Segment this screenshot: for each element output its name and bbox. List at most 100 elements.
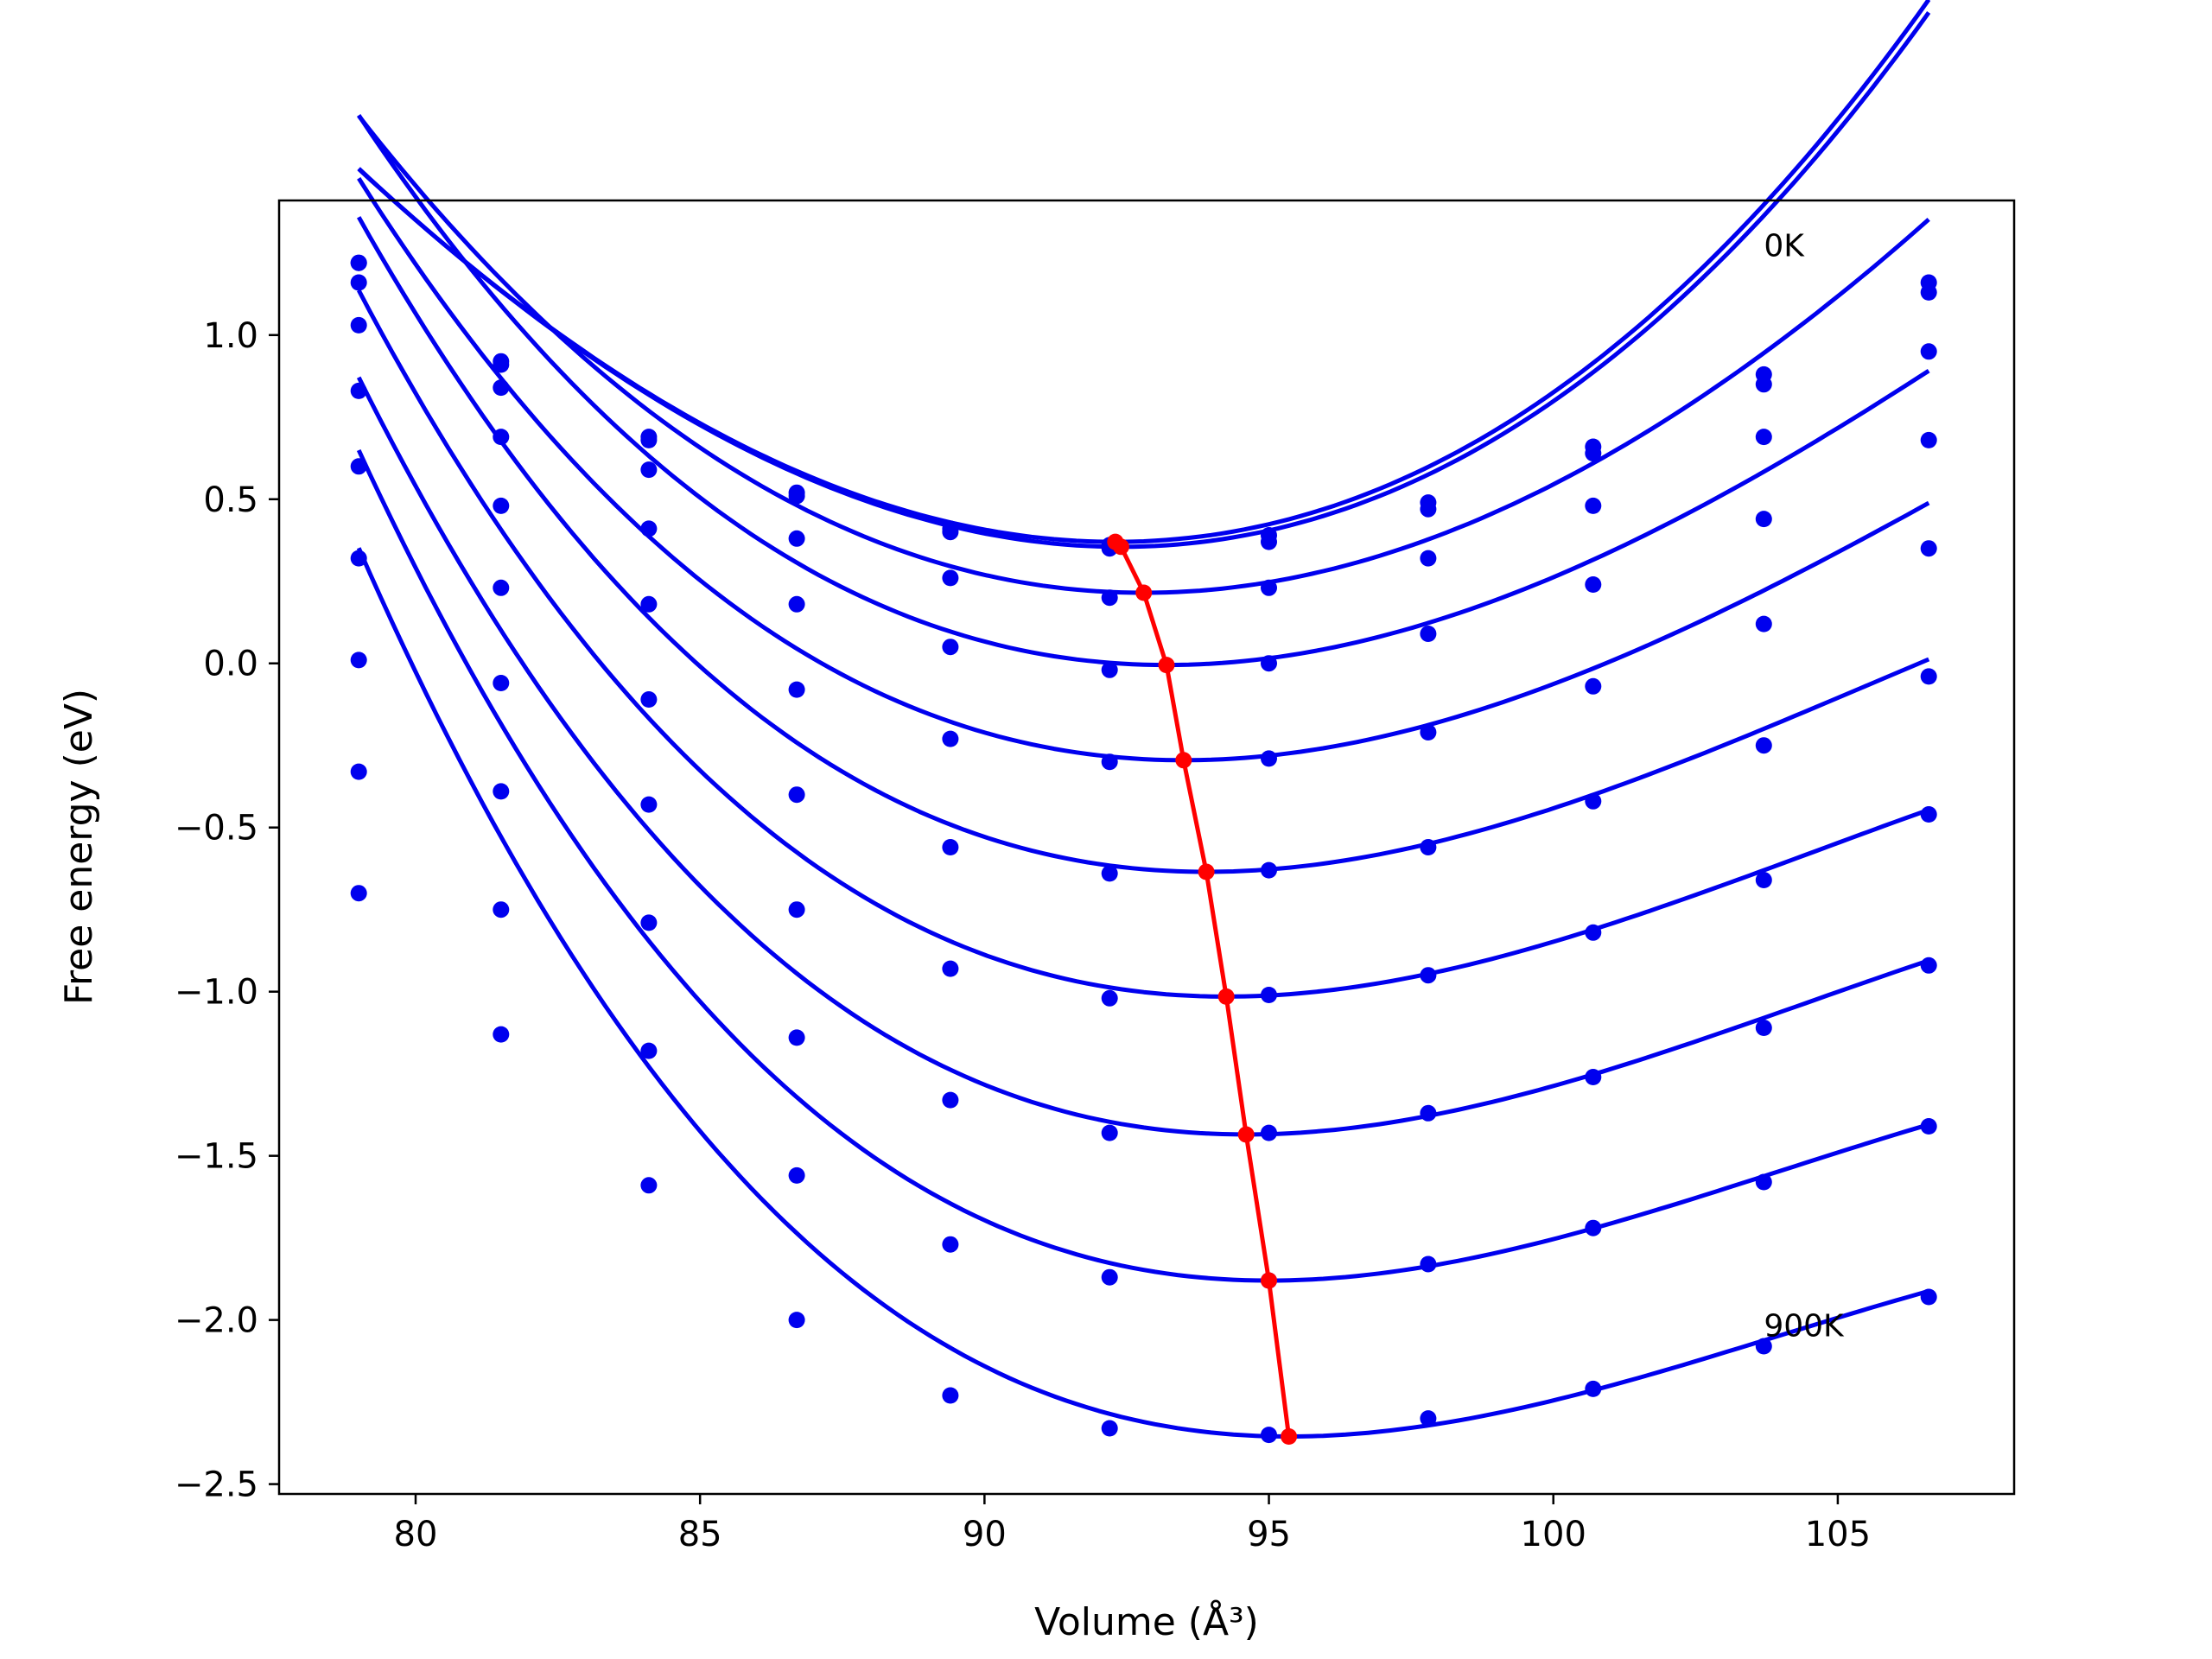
x-axis-label: Volume (Å³)	[1034, 1599, 1259, 1644]
data-point	[942, 1091, 959, 1109]
data-point	[1755, 1020, 1772, 1036]
data-point	[1920, 806, 1937, 823]
data-point	[1261, 533, 1277, 550]
data-point	[350, 763, 367, 780]
fit-curve-7	[356, 289, 1930, 999]
minimum-point	[1158, 657, 1175, 674]
y-axis-label: Free energy (eV)	[57, 689, 101, 1005]
data-point	[1101, 753, 1118, 771]
data-point	[1585, 677, 1602, 695]
data-point	[942, 1387, 959, 1404]
data-point	[1920, 1118, 1937, 1135]
data-point	[350, 274, 367, 291]
data-point	[1585, 1069, 1602, 1085]
data-point	[1755, 1338, 1772, 1355]
y-tick-label: −2.5	[175, 1465, 258, 1505]
x-tick-label: 90	[963, 1515, 1007, 1554]
data-point	[350, 382, 367, 399]
x-tick-label: 100	[1521, 1515, 1586, 1554]
data-point	[1585, 497, 1602, 514]
data-point	[942, 1236, 959, 1253]
data-point	[493, 783, 510, 800]
data-point	[1420, 1410, 1437, 1427]
data-point	[1420, 626, 1437, 642]
annotation-label: 0K	[1764, 229, 1805, 264]
data-point	[788, 1029, 805, 1046]
y-tick-label: −2.0	[175, 1301, 258, 1341]
data-point	[1755, 429, 1772, 446]
data-point	[788, 786, 805, 804]
data-point	[640, 461, 658, 479]
fit-curve-10	[356, 547, 1929, 1439]
data-point	[350, 458, 367, 475]
plot-area-frame	[277, 199, 2016, 1496]
x-axis-ticks: 80 85 90 95 100 105	[394, 1494, 1871, 1554]
y-tick-label: 0.5	[203, 480, 258, 520]
data-point	[1261, 579, 1277, 596]
data-point	[1755, 737, 1772, 754]
data-point	[942, 730, 959, 747]
minimum-point	[1261, 1272, 1277, 1289]
minimum-point	[1198, 863, 1215, 880]
y-tick-label: 0.0	[203, 645, 258, 684]
data-point	[942, 839, 959, 855]
minimum-point	[1237, 1126, 1255, 1143]
data-point	[493, 1026, 510, 1043]
data-point	[350, 316, 367, 334]
data-point	[788, 1312, 805, 1329]
fit-curve-9	[356, 448, 1929, 1283]
y-tick-label: −1.5	[175, 1137, 258, 1177]
fit-curve-5	[357, 177, 1930, 763]
data-point	[493, 356, 510, 373]
data-point	[788, 595, 805, 613]
data-point	[350, 885, 367, 902]
data-point	[1101, 1420, 1118, 1437]
data-point	[1101, 589, 1118, 607]
data-point	[1585, 576, 1602, 593]
x-tick-label: 80	[394, 1515, 438, 1554]
data-point	[493, 497, 510, 514]
data-point	[350, 254, 367, 271]
data-point	[1261, 861, 1277, 879]
data-point	[1101, 1124, 1118, 1141]
y-tick-label: −1.0	[175, 973, 258, 1013]
data-point	[1920, 540, 1937, 557]
data-point	[1755, 872, 1772, 888]
data-point	[640, 520, 658, 537]
data-point	[1585, 924, 1602, 941]
data-point	[1420, 1255, 1437, 1273]
minimum-point	[1112, 538, 1129, 556]
data-point	[493, 675, 510, 691]
data-point	[1261, 655, 1277, 672]
minimum-path-layer	[1107, 533, 1298, 1445]
data-point	[1101, 865, 1118, 882]
data-point	[1755, 376, 1772, 393]
x-tick-label: 95	[1247, 1515, 1291, 1554]
data-point	[1920, 668, 1937, 685]
data-point	[1261, 750, 1277, 767]
data-point	[493, 379, 510, 397]
fit-curve-2	[357, 10, 1931, 550]
data-point	[942, 639, 959, 656]
data-point	[640, 431, 658, 448]
y-tick-label: −0.5	[175, 809, 258, 849]
fit-curve-4	[357, 114, 1930, 668]
data-point	[1261, 1124, 1277, 1141]
minimum-path-line	[1114, 540, 1292, 1437]
data-point	[640, 796, 658, 813]
data-point	[493, 901, 510, 918]
data-point	[1920, 283, 1937, 301]
fit-curve-8	[356, 376, 1930, 1137]
data-point	[942, 569, 959, 587]
data-point	[1585, 445, 1602, 462]
data-point	[1920, 431, 1937, 448]
data-point	[942, 524, 959, 541]
data-point	[1755, 1173, 1772, 1191]
data-point	[1585, 1380, 1602, 1397]
x-tick-label: 105	[1805, 1515, 1871, 1554]
data-point	[788, 530, 805, 547]
y-tick-label: 1.0	[203, 316, 258, 356]
annotations-layer: 0K 900K	[1764, 229, 1845, 1344]
minimum-point	[1281, 1428, 1298, 1445]
